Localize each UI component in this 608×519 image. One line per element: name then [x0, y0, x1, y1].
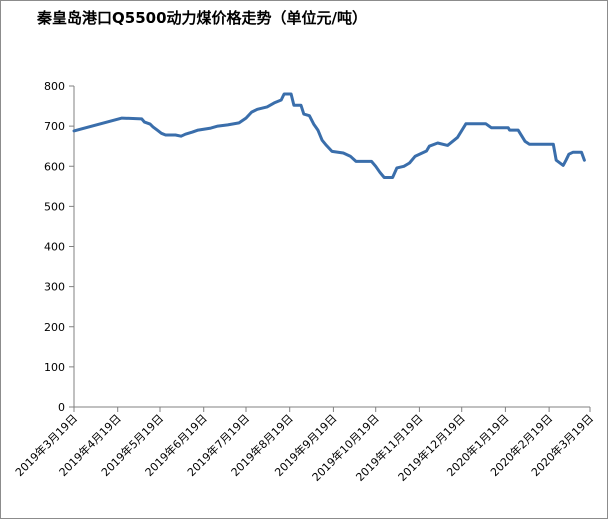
- y-tick-label: 200: [44, 321, 65, 334]
- y-tick-label: 800: [44, 80, 65, 93]
- y-tick-label: 500: [44, 200, 65, 213]
- y-tick-label: 0: [58, 401, 65, 414]
- y-tick-label: 700: [44, 120, 65, 133]
- series-line: [72, 92, 586, 179]
- y-tick-label: 400: [44, 241, 65, 254]
- series-group: [72, 92, 586, 179]
- chart-title: 秦皇岛港口Q5500动力煤价格走势（单位元/吨）: [37, 9, 367, 27]
- y-tick-label: 300: [44, 281, 65, 294]
- y-tick-label: 100: [44, 361, 65, 374]
- y-axis: 0 100 200 300 400 500 600 700 800: [44, 80, 75, 414]
- x-axis: 2019年3月19日2019年4月19日2019年5月19日2019年6月19日…: [12, 406, 596, 484]
- y-tick-label: 600: [44, 160, 65, 173]
